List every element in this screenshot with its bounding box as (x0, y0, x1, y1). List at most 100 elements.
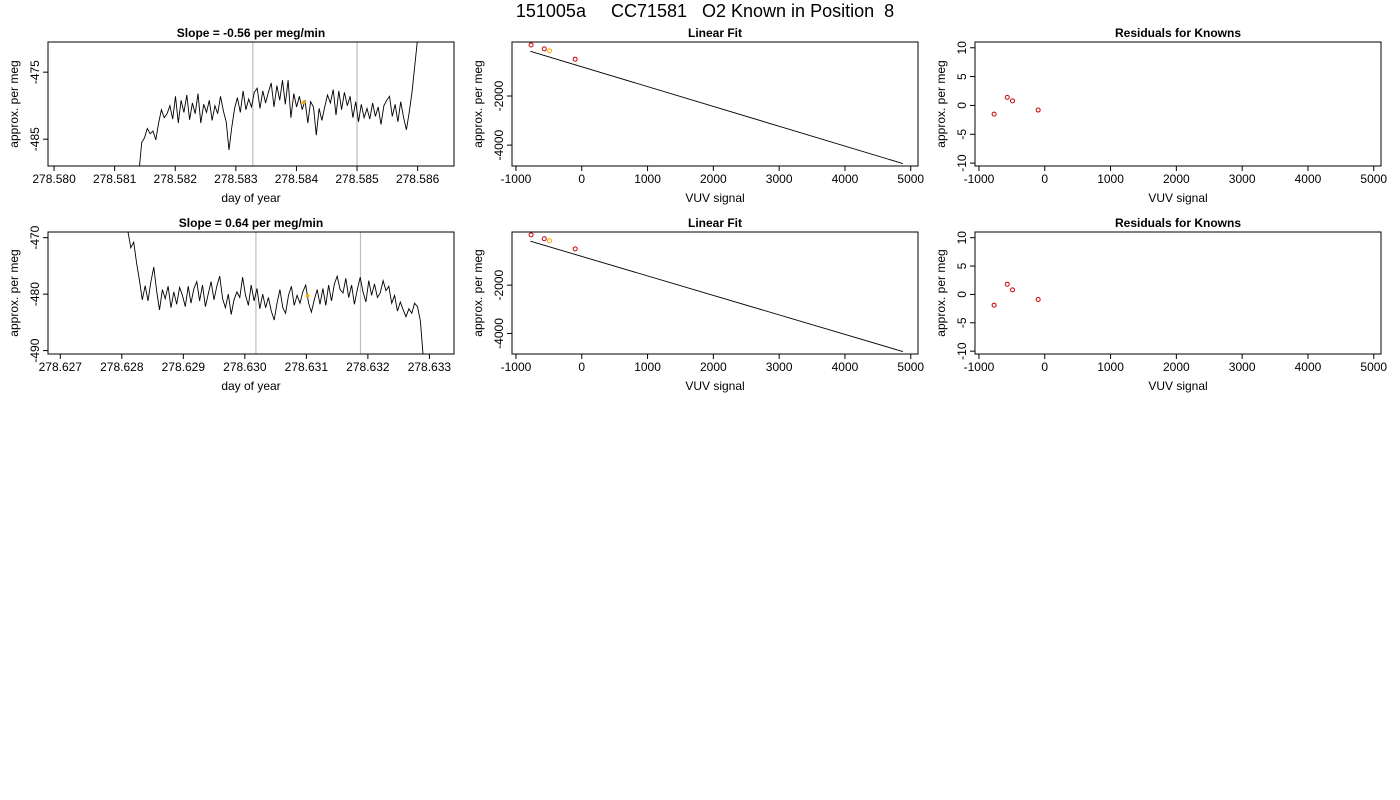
x-tick-label: 3000 (1229, 360, 1256, 374)
x-tick-label: 2000 (700, 172, 727, 186)
data-point (1010, 98, 1016, 104)
plot-frame (511, 41, 919, 167)
y-tick-label: -4000 (492, 318, 506, 349)
data-point (572, 246, 578, 252)
x-tick-label: 5000 (1360, 360, 1387, 374)
panel-2: Linear Fit -1000 0 1000 2000 3000 4000 5000 -200… (471, 26, 924, 205)
data-point (528, 42, 534, 48)
x-tick-label: 0 (1041, 172, 1048, 186)
x-tick-label: 4000 (1295, 172, 1322, 186)
x-tick-label: 0 (578, 360, 585, 374)
x-tick-label: 278.633 (408, 360, 452, 374)
plot-frame (974, 41, 1382, 167)
x-tick-label: 278.631 (285, 360, 329, 374)
data-point (541, 46, 547, 52)
fit-line (530, 50, 903, 164)
x-tick-label: 1000 (634, 172, 661, 186)
y-tick-label: 10 (955, 231, 969, 245)
x-tick-label: 1000 (1097, 172, 1124, 186)
x-tick-label: 278.585 (335, 172, 379, 186)
x-tick-label: 278.581 (93, 172, 137, 186)
x-tick-label: 5000 (1360, 172, 1387, 186)
data-point (547, 48, 553, 54)
page-title: 151005a CC71581 O2 Known in Position 8 (515, 1, 895, 21)
x-axis-label: VUV signal (1148, 191, 1207, 205)
y-tick-label: -2000 (492, 269, 506, 300)
plot-frame (511, 231, 919, 355)
y-tick-label: -10 (955, 342, 969, 360)
plot-frame (47, 41, 455, 167)
plot-area (991, 281, 1041, 308)
plot-area (139, 42, 418, 166)
x-axis-label: VUV signal (1148, 379, 1207, 393)
x-tick-label: 3000 (766, 172, 793, 186)
panel-title: Linear Fit (688, 216, 742, 230)
x-tick-label: 3000 (766, 360, 793, 374)
x-tick-label: 2000 (1163, 360, 1190, 374)
highlight-marker (305, 294, 310, 298)
y-tick-label: -5 (955, 129, 969, 140)
x-tick-label: 278.586 (396, 172, 440, 186)
x-axis-label: VUV signal (685, 379, 744, 393)
x-tick-label: -1000 (501, 172, 532, 186)
plot-frame (974, 231, 1382, 355)
data-point (991, 302, 997, 308)
plot-frame (47, 231, 455, 355)
data-trace-line (139, 42, 418, 166)
data-point (1035, 297, 1041, 303)
y-tick-label: 0 (955, 291, 969, 298)
x-tick-label: 278.630 (223, 360, 267, 374)
data-point (1004, 281, 1010, 287)
panel-title: Slope = -0.56 per meg/min (177, 26, 325, 40)
y-tick-label: -475 (28, 60, 42, 84)
plot-area (528, 42, 903, 164)
x-tick-label: -1000 (501, 360, 532, 374)
fit-line (530, 240, 903, 353)
x-tick-label: 2000 (1163, 172, 1190, 186)
panel-title: Residuals for Knowns (1115, 26, 1241, 40)
y-axis-label: approx. per meg (934, 60, 948, 147)
panel-4: Slope = 0.64 per meg/min 278.627 278.628 27… (7, 216, 455, 393)
x-tick-label: 0 (578, 172, 585, 186)
y-tick-label: 0 (955, 102, 969, 109)
x-tick-label: 3000 (1229, 172, 1256, 186)
x-tick-label: 2000 (700, 360, 727, 374)
y-tick-label: -480 (28, 282, 42, 306)
x-tick-label: 278.580 (32, 172, 76, 186)
x-tick-label: 1000 (634, 360, 661, 374)
panel-6: Residuals for Knowns -1000 0 1000 2000 3000 40… (934, 216, 1387, 393)
x-tick-label: 278.583 (214, 172, 258, 186)
x-tick-label: 4000 (1295, 360, 1322, 374)
data-point (1004, 94, 1010, 100)
x-tick-label: 278.627 (39, 360, 83, 374)
y-tick-label: -4000 (492, 129, 506, 160)
y-axis-label: approx. per meg (7, 249, 21, 336)
panel-title: Residuals for Knowns (1115, 216, 1241, 230)
y-tick-label: -10 (955, 154, 969, 172)
x-tick-label: 278.629 (162, 360, 206, 374)
x-axis-label: VUV signal (685, 191, 744, 205)
panel-title: Slope = 0.64 per meg/min (179, 216, 323, 230)
x-tick-label: 4000 (832, 172, 859, 186)
y-tick-label: -490 (28, 338, 42, 362)
panel-title: Linear Fit (688, 26, 742, 40)
data-point (547, 238, 553, 244)
x-tick-label: 4000 (832, 360, 859, 374)
x-tick-label: 1000 (1097, 360, 1124, 374)
x-tick-label: 0 (1041, 360, 1048, 374)
plot-area (991, 94, 1041, 117)
x-tick-label: -1000 (964, 172, 995, 186)
y-tick-label: -470 (28, 225, 42, 249)
data-point (1010, 287, 1016, 293)
x-tick-label: 5000 (897, 360, 924, 374)
x-tick-label: 278.632 (346, 360, 390, 374)
plot-area (127, 232, 424, 354)
data-point (572, 56, 578, 62)
x-tick-label: -1000 (964, 360, 995, 374)
x-axis-label: day of year (221, 379, 280, 393)
x-tick-label: 278.628 (100, 360, 144, 374)
highlight-marker (301, 100, 306, 105)
y-tick-label: -2000 (492, 80, 506, 111)
panel-5: Linear Fit -1000 0 1000 2000 3000 4000 5000 -200… (471, 216, 924, 393)
y-tick-label: 10 (955, 41, 969, 55)
